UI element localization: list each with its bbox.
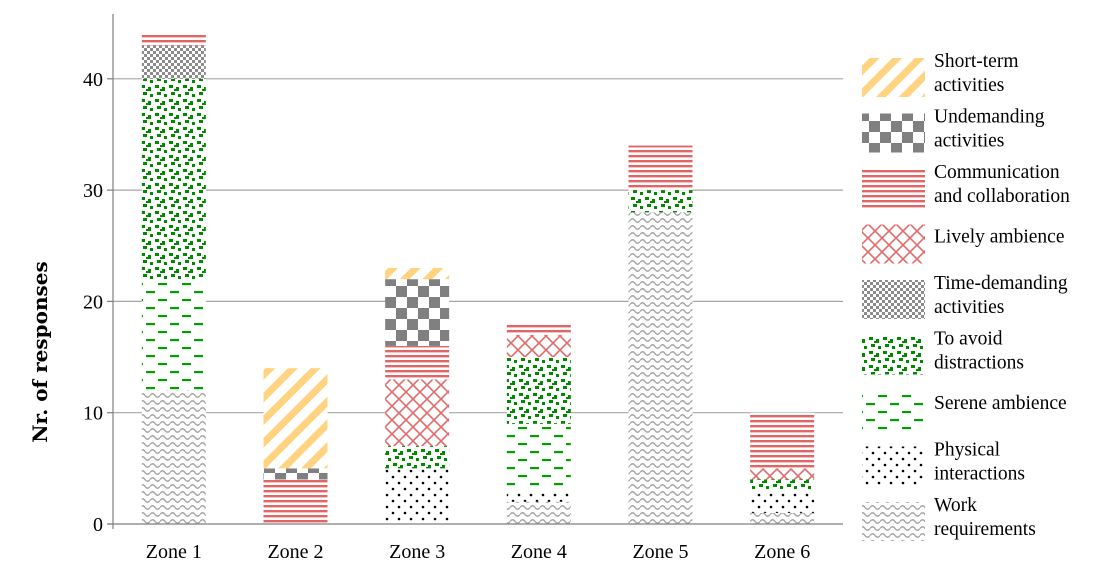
x-tick-label: Zone 3 [389, 541, 445, 563]
bar-segment [506, 423, 571, 491]
x-tick-labels: Zone 1 Zone 2 Zone 3 Zone 4 Zone 5 Zone 6 [146, 541, 810, 563]
y-tick-label: 40 [83, 69, 103, 91]
bar-segment [141, 78, 206, 280]
legend-swatch [862, 224, 925, 264]
legend-swatch [862, 113, 925, 153]
legend-item-serene: Serene ambience [862, 391, 1067, 430]
legend-item-avoid: To avoid distractions [862, 329, 1024, 375]
bar-segment [506, 501, 571, 524]
legend-item-time: Time-demanding activities [862, 273, 1068, 319]
legend-swatch [862, 58, 925, 97]
bar-segment [263, 468, 328, 480]
legend-label: Physical [934, 440, 1001, 461]
legend-item-short: Short-term activities [862, 51, 1018, 97]
bar-segment [385, 345, 450, 380]
legend-swatch [862, 169, 925, 208]
bar-segment [141, 390, 206, 524]
legend-label: interactions [934, 464, 1025, 485]
legend-label: To avoid [934, 329, 1003, 350]
bar-segment [385, 279, 450, 346]
legend-label: Undemanding [934, 107, 1045, 128]
x-tick-label: Zone 4 [511, 541, 567, 563]
y-tick-label: 30 [83, 180, 103, 202]
bars [141, 34, 815, 525]
bar-segment [506, 323, 571, 335]
legend-item-phys: Physical interactions [862, 440, 1025, 486]
legend-label: activities [934, 131, 1004, 152]
x-tick-label: Zone 6 [754, 541, 810, 563]
legend-swatch [862, 391, 925, 430]
legend-label: and collaboration [934, 186, 1070, 207]
legend-label: Serene ambience [934, 393, 1067, 414]
bar-segment [141, 45, 206, 79]
legend: Short-term activities Undemanding activitie… [862, 51, 1070, 541]
bar-segment [750, 490, 815, 513]
x-tick-label: Zone 1 [146, 541, 202, 563]
bar-segment [385, 468, 450, 524]
bar-segment [385, 379, 450, 447]
legend-swatch [862, 502, 925, 541]
y-tick-label: 10 [83, 403, 103, 425]
legend-item-undem: Undemanding activities [862, 107, 1045, 153]
bar-segment [506, 334, 571, 358]
y-axis-label: Nr. of responses [28, 261, 52, 442]
legend-item-comm: Communication and collaboration [862, 162, 1070, 208]
legend-swatch [862, 335, 925, 375]
bar-segment [750, 512, 815, 524]
legend-label: Communication [934, 162, 1060, 183]
legend-label: Short-term [934, 51, 1018, 72]
x-tick-label: Zone 5 [632, 541, 688, 563]
legend-label: activities [934, 297, 1004, 318]
bar-segment [263, 479, 328, 524]
bar-segment [750, 479, 815, 491]
x-tick-label: Zone 2 [267, 541, 323, 563]
bar-segment [385, 446, 450, 469]
bar-segment [750, 412, 815, 469]
bar-segment [506, 490, 571, 502]
bar-segment [628, 212, 693, 525]
legend-label: activities [934, 75, 1004, 96]
legend-swatch [862, 280, 925, 319]
bar-segment [385, 268, 450, 280]
bar-segment [141, 279, 206, 391]
bar-segment [263, 368, 328, 469]
y-tick-label: 20 [83, 291, 103, 313]
y-tick-label: 0 [93, 514, 103, 536]
axes [108, 14, 843, 529]
legend-swatch [862, 446, 925, 486]
bar-segment [628, 190, 693, 213]
legend-label: requirements [934, 519, 1036, 540]
legend-label: Lively ambience [934, 227, 1064, 248]
legend-item-work: Work requirements [862, 495, 1036, 541]
y-tick-labels: 0 10 20 30 40 [83, 69, 113, 536]
gridlines [113, 78, 843, 414]
legend-item-lively: Lively ambience [862, 224, 1064, 264]
legend-label: Time-demanding [934, 273, 1068, 294]
bar-segment [141, 34, 206, 46]
legend-label: distractions [934, 353, 1024, 374]
legend-label: Work [934, 495, 977, 516]
bar-segment [750, 468, 815, 480]
bar-segment [506, 357, 571, 424]
bar-segment [628, 145, 693, 191]
